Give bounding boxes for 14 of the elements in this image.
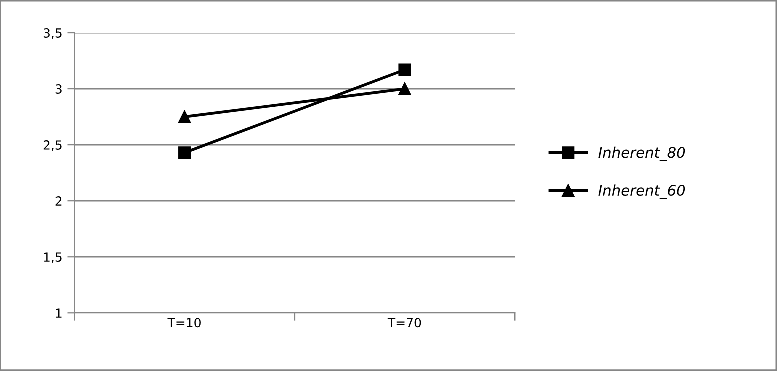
legend-label: Inherent_60: [598, 184, 686, 200]
point: [398, 82, 412, 96]
y-tick-label: 2: [56, 196, 62, 206]
y-tick-label: 3,5: [44, 28, 62, 40]
point: [178, 110, 192, 124]
y-tick-label: 2,5: [44, 140, 62, 152]
x-tick-label: T=70: [388, 318, 422, 328]
legend-label: Inherent_80: [598, 146, 686, 162]
y-tick-label: 1,5: [44, 252, 62, 264]
x-tick-label: T=10: [168, 318, 201, 328]
point: [398, 64, 412, 76]
y-tick-label: 3: [56, 84, 62, 94]
point: [178, 146, 192, 160]
y-tick-label: 1: [56, 308, 62, 318]
